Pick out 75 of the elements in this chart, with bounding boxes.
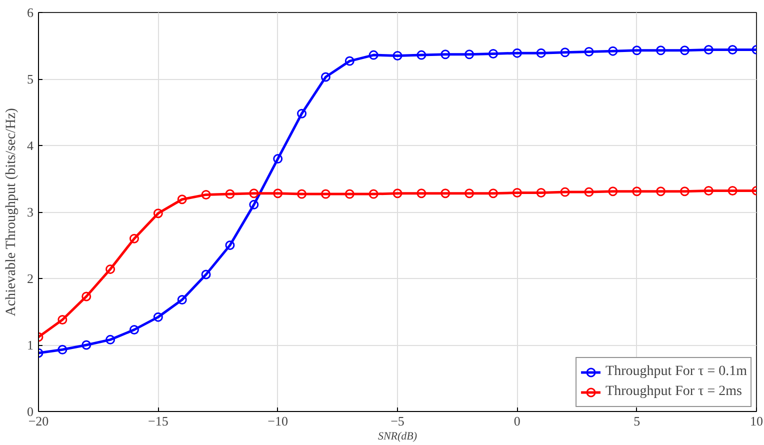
point [656, 186, 666, 196]
point [488, 188, 498, 198]
point [512, 188, 522, 198]
point [488, 48, 498, 58]
x-tick-label: −15 [148, 414, 168, 428]
point [440, 50, 450, 60]
point [560, 48, 570, 58]
point [560, 187, 570, 197]
point [536, 188, 546, 198]
point [416, 50, 426, 60]
point [106, 334, 116, 344]
point [344, 56, 354, 66]
point [368, 189, 378, 199]
point [297, 189, 307, 199]
point [273, 188, 283, 198]
point [704, 186, 714, 196]
point [632, 46, 642, 56]
point [249, 188, 259, 198]
point [608, 46, 618, 56]
legend-label: Throughput For τ = 0.1m [606, 364, 747, 380]
y-tick-label: 2 [27, 271, 34, 286]
legend-label: Throughput For τ = 2ms [606, 384, 742, 400]
point [728, 186, 738, 196]
point [608, 186, 618, 196]
point [201, 270, 211, 280]
point [584, 187, 594, 197]
y-tick-label: 1 [27, 338, 34, 352]
y-tick-label: 3 [27, 204, 34, 220]
point [129, 324, 139, 334]
point [416, 188, 426, 198]
x-tick-label: 0 [514, 414, 520, 428]
point [201, 190, 211, 200]
point [82, 292, 92, 302]
y-tick-label: 4 [27, 138, 34, 153]
point [58, 314, 68, 324]
y-axis-title: Achievable Throughput (bits/sec/Hz) [4, 108, 19, 316]
point [584, 46, 594, 56]
point [392, 50, 402, 60]
point [249, 200, 259, 210]
point [177, 194, 187, 204]
y-tick-label: 0 [27, 404, 34, 419]
point [464, 188, 474, 198]
y-tick-label: 5 [27, 72, 34, 86]
point [344, 189, 354, 199]
x-tick-label: −5 [390, 414, 404, 428]
point [656, 46, 666, 56]
x-tick-label: −10 [268, 414, 288, 428]
point [320, 72, 330, 82]
point [129, 234, 139, 244]
point [536, 48, 546, 58]
point [392, 188, 402, 198]
point [177, 295, 187, 305]
point [368, 50, 378, 60]
point [106, 264, 116, 274]
x-axis-title: SNR(dB) [378, 430, 418, 442]
point [704, 45, 714, 54]
point [632, 186, 642, 196]
point [728, 45, 738, 54]
point [680, 46, 690, 56]
point [153, 208, 163, 218]
point [153, 312, 163, 322]
point [512, 48, 522, 58]
point [82, 340, 92, 350]
point [440, 188, 450, 198]
point [58, 344, 68, 354]
point [680, 186, 690, 196]
point [225, 240, 235, 250]
y-tick-label: 6 [27, 5, 34, 20]
x-tick-label: 10 [750, 414, 763, 428]
point [273, 154, 283, 164]
point [297, 108, 307, 118]
point [320, 189, 330, 199]
point [464, 50, 474, 60]
x-tick-label: 5 [634, 414, 640, 428]
point [225, 189, 235, 199]
